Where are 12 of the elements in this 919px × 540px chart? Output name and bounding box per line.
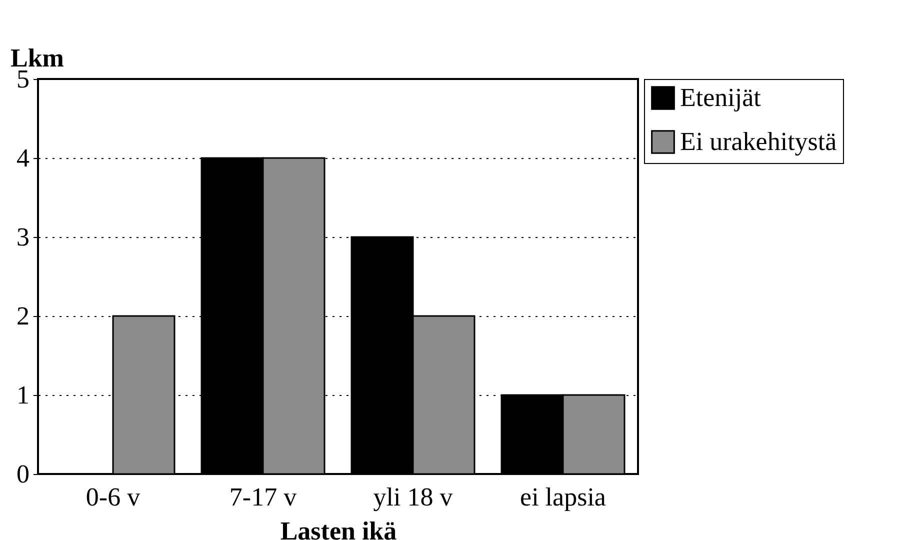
x-tick-label: 0-6 v [86,482,140,512]
y-tick-label: 4 [16,144,30,172]
y-tick-label: 2 [16,302,30,330]
y-tick-label: 0 [16,460,30,488]
x-tick-label: 7-17 v [229,482,297,512]
x-tick-label: ei lapsia [520,482,606,512]
x-axis-title: Lasten ikä [280,516,397,540]
legend-label: Etenijät [680,83,762,112]
y-tick-label: 1 [16,380,30,410]
legend-label: Ei urakehitystä [680,127,838,156]
y-tick-label: 3 [16,222,30,252]
x-tick-label: yli 18 v [373,482,453,512]
